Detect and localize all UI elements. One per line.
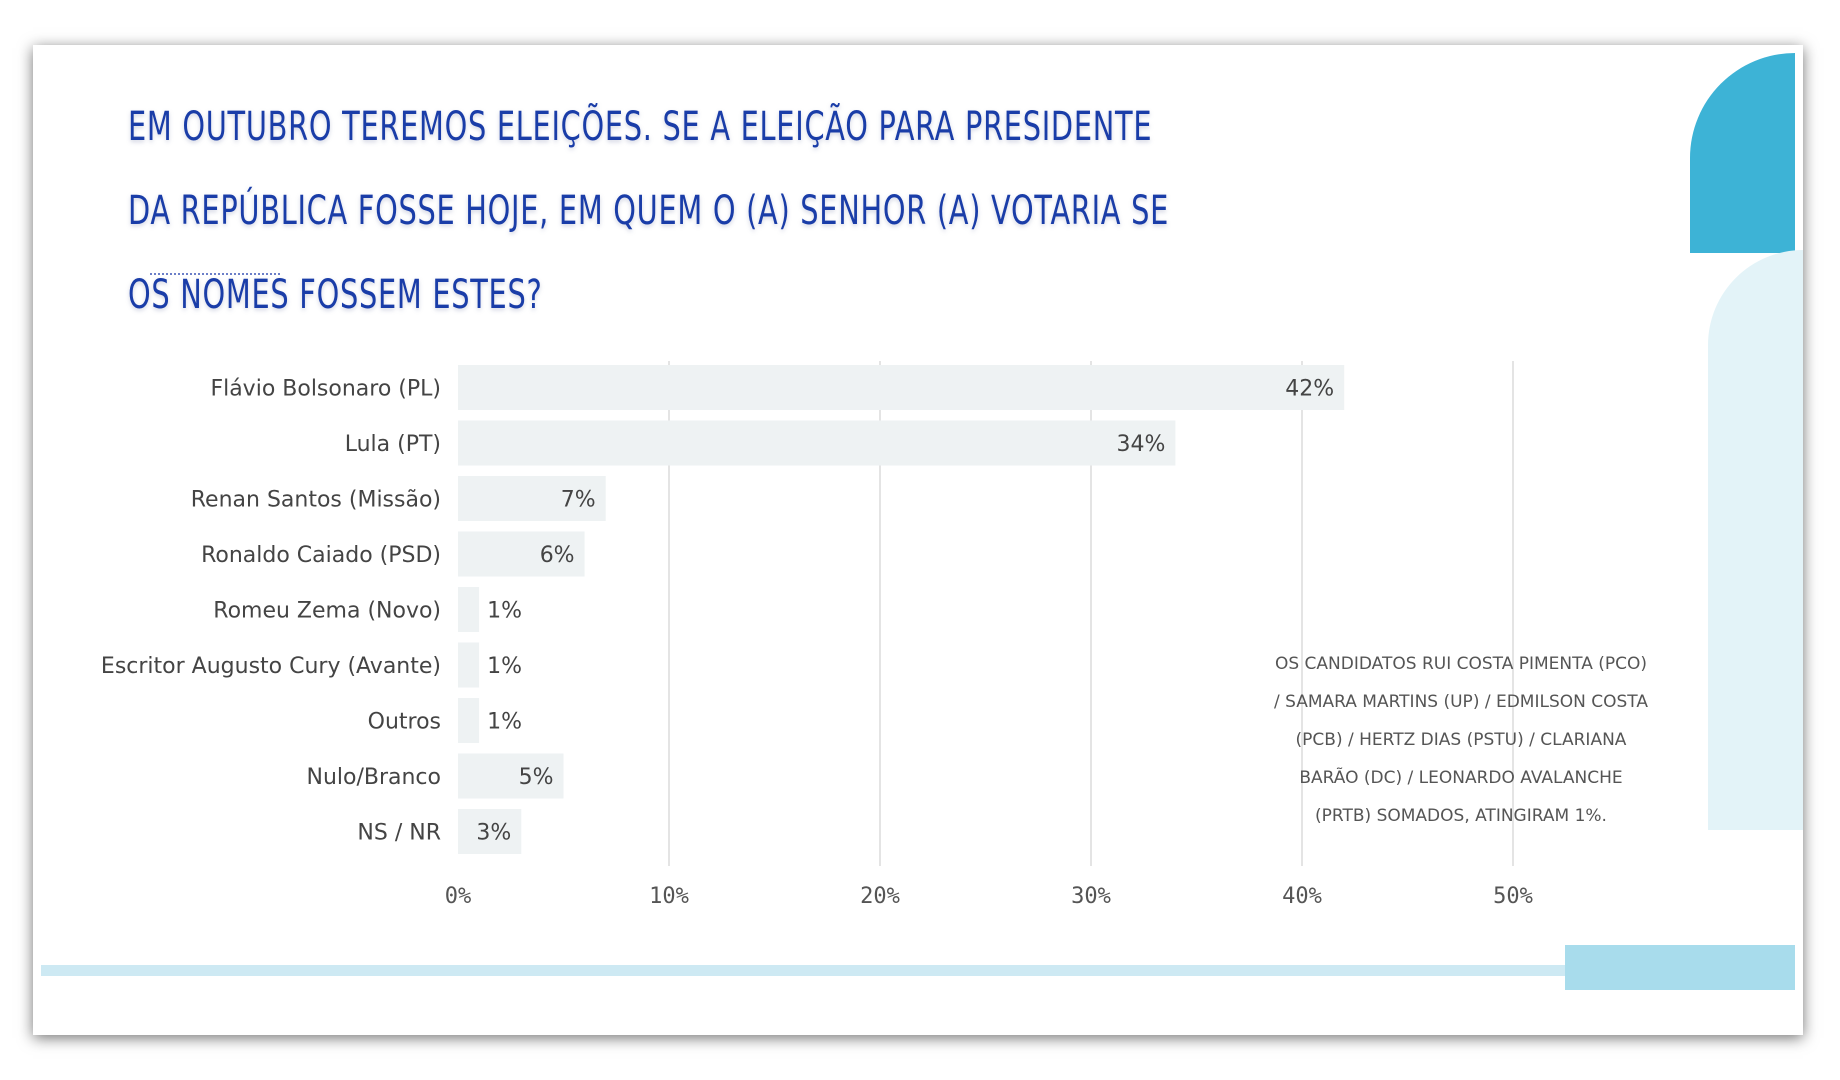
category-label: Romeu Zema (Novo) bbox=[213, 599, 441, 624]
bar bbox=[458, 365, 1345, 410]
x-tick-label: 40% bbox=[1282, 884, 1322, 909]
data-label: 1% bbox=[487, 710, 522, 735]
decorative-line bbox=[41, 965, 1721, 976]
data-label: 5% bbox=[519, 765, 554, 790]
category-label: Lula (PT) bbox=[345, 432, 441, 457]
data-label: 7% bbox=[561, 488, 596, 513]
data-label: 1% bbox=[487, 599, 522, 624]
bar bbox=[458, 753, 564, 799]
data-label: 3% bbox=[476, 821, 511, 846]
footnote: OS CANDIDATOS RUI COSTA PIMENTA (PCO) / … bbox=[1273, 654, 1648, 826]
bar bbox=[458, 531, 585, 577]
bar-chart: 0% 10% 20% 30% 40% 50% Flávio Bolsonaro (PL) 42… bbox=[101, 361, 1533, 909]
x-tick-label: 20% bbox=[860, 884, 900, 909]
slide: EM OUTUBRO TEREMOS ELEIÇÕES. SE A ELEIÇÃ… bbox=[33, 45, 1803, 1035]
x-tick-label: 50% bbox=[1493, 884, 1533, 909]
decorative-shape-right bbox=[1708, 250, 1803, 830]
data-label: 42% bbox=[1285, 377, 1334, 402]
bar bbox=[458, 642, 480, 688]
data-label: 34% bbox=[1116, 432, 1165, 457]
x-tick-label: 10% bbox=[649, 884, 689, 909]
category-label: Escritor Augusto Cury (Avante) bbox=[101, 654, 441, 679]
category-label: Flávio Bolsonaro (PL) bbox=[210, 377, 441, 402]
bar bbox=[458, 809, 522, 854]
x-tick-label: 30% bbox=[1071, 884, 1111, 909]
bar bbox=[458, 476, 606, 521]
bar bbox=[458, 698, 480, 743]
category-label: Ronaldo Caiado (PSD) bbox=[201, 543, 441, 568]
category-label: Nulo/Branco bbox=[306, 765, 441, 790]
data-label: 1% bbox=[487, 654, 522, 679]
data-label: 6% bbox=[540, 543, 575, 568]
x-tick-label: 0% bbox=[445, 884, 472, 909]
category-label: NS / NR bbox=[357, 821, 441, 846]
category-label: Renan Santos (Missão) bbox=[191, 488, 441, 513]
decorative-block bbox=[1565, 945, 1795, 990]
title-underline bbox=[150, 273, 280, 275]
bar bbox=[458, 420, 1176, 466]
category-label: Outros bbox=[368, 710, 441, 735]
bar bbox=[458, 587, 480, 632]
chart-title: EM OUTUBRO TEREMOS ELEIÇÕES. SE A ELEIÇÃ… bbox=[128, 104, 1170, 318]
